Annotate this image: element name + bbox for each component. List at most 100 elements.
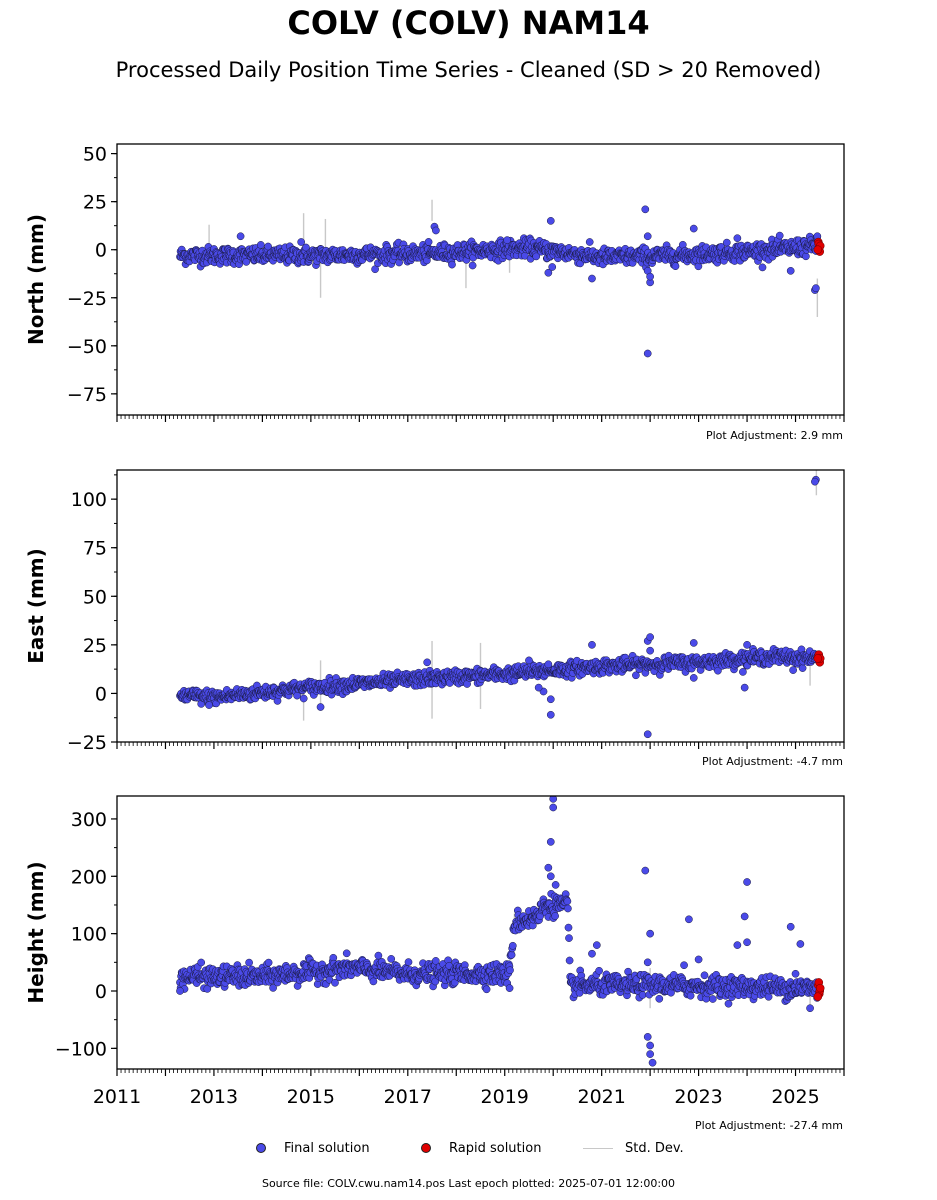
east-outlier-point — [546, 710, 555, 719]
height-x-tick-label: 2021 — [577, 1086, 625, 1108]
east-outlier-point — [525, 656, 533, 665]
height-final-point — [564, 923, 573, 932]
north-final-point — [256, 241, 265, 249]
height-final-point — [482, 985, 491, 994]
east-outlier-point — [689, 674, 698, 682]
north-axes-frame — [116, 143, 845, 416]
north-y-tick-label: 25 — [83, 192, 107, 214]
height-final-point — [565, 956, 574, 965]
height-final-point — [264, 958, 273, 967]
height-x-tick-label: 2017 — [384, 1086, 432, 1108]
std-dev-line-icon — [583, 1147, 613, 1149]
east-outlier-point — [811, 477, 819, 486]
height-outlier-point — [740, 912, 749, 921]
north-plot-area — [176, 199, 825, 358]
east-plot-adjustment: Plot Adjustment: -4.7 mm — [702, 755, 843, 768]
east-outlier-point — [534, 683, 543, 692]
legend-item-final: Final solution — [256, 1137, 370, 1159]
height-outlier-point — [786, 922, 795, 931]
east-final-point — [714, 666, 722, 675]
north-final-point — [302, 243, 310, 252]
height-x-tick-label: 2025 — [771, 1086, 819, 1108]
height-outlier-point — [643, 1033, 652, 1041]
east-outlier-point — [740, 683, 749, 692]
height-final-point — [551, 912, 559, 920]
north-y-tick-label: 50 — [83, 144, 107, 166]
source-footer: Source file: COLV.cwu.nam14.pos Last epo… — [261, 1177, 676, 1190]
height-outlier-point — [796, 940, 805, 948]
north-outlier-point — [733, 234, 742, 243]
east-rapid-point — [813, 654, 823, 663]
height-outlier-point — [592, 941, 601, 949]
height-outlier-point — [680, 961, 688, 970]
height-outlier-point — [743, 938, 751, 947]
east-y-tick-label: 50 — [83, 586, 107, 608]
east-outlier-point — [423, 658, 432, 667]
height-plot-area — [176, 796, 825, 1067]
height-outlier-point — [643, 958, 652, 967]
east-outlier-point — [316, 703, 325, 711]
north-outlier-point — [297, 238, 306, 246]
legend-item-rapid: Rapid solution — [421, 1137, 541, 1159]
height-outlier-point — [646, 929, 654, 938]
east-y-tick-label: −25 — [67, 732, 107, 754]
north-final-point — [264, 242, 272, 251]
height-outlier-point — [549, 796, 558, 803]
height-x-tick-label: 2023 — [674, 1086, 722, 1108]
north-final-point — [671, 262, 680, 271]
north-final-point — [468, 261, 477, 270]
height-final-point — [565, 934, 573, 942]
north-outlier-point — [236, 232, 245, 241]
east-outlier-point — [789, 666, 797, 674]
east-outlier-point — [546, 695, 555, 704]
height-final-point — [708, 995, 717, 1003]
north-y-tick-label: −75 — [67, 384, 107, 406]
legend-label-final: Final solution — [284, 1140, 370, 1156]
east-outlier-point — [205, 701, 213, 709]
height-final-point — [269, 984, 277, 992]
north-final-point — [722, 238, 731, 247]
east-panel: 100 75 50 25 0 −25 East (mm) — [24, 469, 845, 754]
north-y-axis-label: North (mm) — [24, 214, 48, 345]
height-y-tick-label: −100 — [55, 1038, 107, 1060]
east-outlier-point — [689, 639, 698, 647]
height-rapid-point — [813, 992, 823, 1001]
east-final-point — [632, 671, 640, 680]
east-final-point — [299, 694, 308, 703]
panels-group: 50 25 0 −25 −50 −75 North (mm) 100 75 50 25 0 −25 Eas… — [24, 143, 845, 1108]
height-outlier-point — [505, 984, 514, 992]
height-outlier-point — [743, 878, 751, 886]
north-outlier-point — [544, 268, 553, 277]
height-final-point — [686, 991, 695, 1000]
north-outlier-point — [812, 284, 820, 292]
height-x-tick-label: 2019 — [481, 1086, 529, 1108]
height-final-point — [724, 999, 733, 1008]
east-y-axis-label: East (mm) — [24, 548, 48, 664]
north-outlier-point — [548, 263, 557, 271]
north-outlier-point — [689, 224, 698, 233]
east-y-tick-label: 0 — [95, 683, 107, 705]
east-final-point — [798, 664, 807, 672]
height-outlier-point — [641, 866, 650, 875]
figure-title: COLV (COLV) NAM14 — [287, 4, 650, 42]
north-rapid-point — [813, 245, 823, 254]
height-y-tick-label: 0 — [95, 981, 107, 1003]
east-outlier-point — [544, 660, 553, 669]
north-y-tick-label: −50 — [67, 336, 107, 358]
height-rapid-point — [816, 983, 825, 993]
legend-item-std: Std. Dev. — [583, 1137, 684, 1159]
north-outlier-point — [646, 272, 654, 281]
height-final-point — [638, 991, 647, 999]
east-y-tick-label: 100 — [71, 489, 107, 511]
height-y-tick-label: 100 — [71, 924, 107, 946]
east-y-tick-label: 25 — [83, 635, 107, 657]
east-outlier-point — [743, 641, 751, 649]
north-outlier-point — [786, 267, 795, 275]
north-outlier-point — [503, 236, 512, 244]
height-outlier-point — [733, 941, 742, 949]
east-outlier-point — [646, 633, 654, 641]
height-y-tick-label: 200 — [71, 866, 107, 888]
north-final-point — [775, 231, 784, 240]
height-x-tick-label: 2013 — [190, 1086, 238, 1108]
